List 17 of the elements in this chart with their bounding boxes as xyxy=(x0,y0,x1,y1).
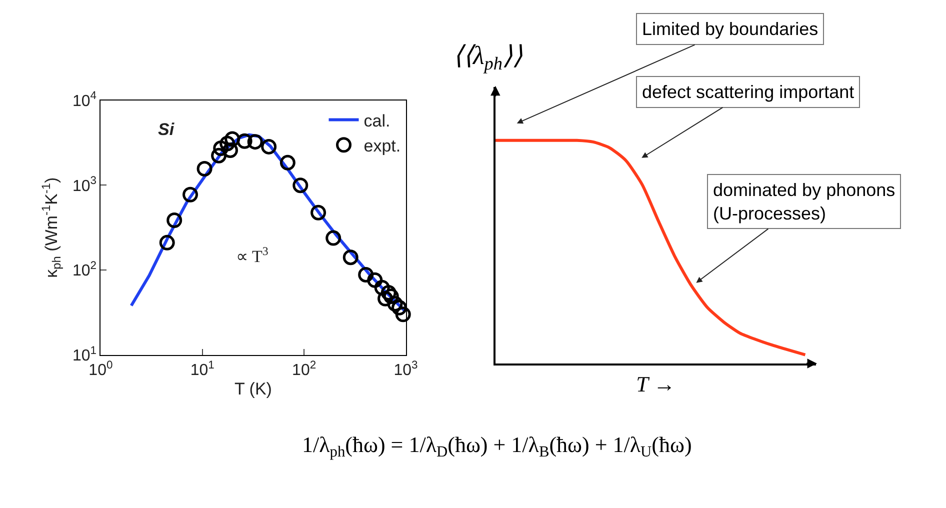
y-tick-label: 10$^{4}$ xyxy=(72,90,96,110)
legend-label: expt. xyxy=(364,136,401,156)
text: Limited by boundaries xyxy=(642,19,818,39)
x-tick-label: 10$^{2}$ xyxy=(292,359,316,380)
x-axis-title: T (K) xyxy=(234,379,272,398)
y-tick-label: 10$^{2}$ xyxy=(72,260,96,280)
x-tick-label: 10$^{1}$ xyxy=(190,359,214,380)
text: 1/λ$_{ph}$(ħω) = 1/λ$_{D}$(ħω) + 1/λ$_{B}$(ħω) + 1/λ$_{U}$(ħω) xyxy=(302,432,692,461)
text: defect scattering important xyxy=(642,82,854,102)
annotation: dominated by phonons (U-processes) xyxy=(713,180,896,224)
legend-label: cal. xyxy=(364,111,390,130)
annotation: Si xyxy=(158,120,176,139)
y-axis-title: ⟨⟨λ$_{ph}$⟩⟩ xyxy=(453,41,522,74)
annotation: ∝ T$^{3}$ xyxy=(236,244,268,266)
x-tick-label: 10$^{3}$ xyxy=(394,359,418,380)
y-tick-label: 10$^{3}$ xyxy=(72,175,96,195)
x-axis-title: T → xyxy=(636,372,676,397)
